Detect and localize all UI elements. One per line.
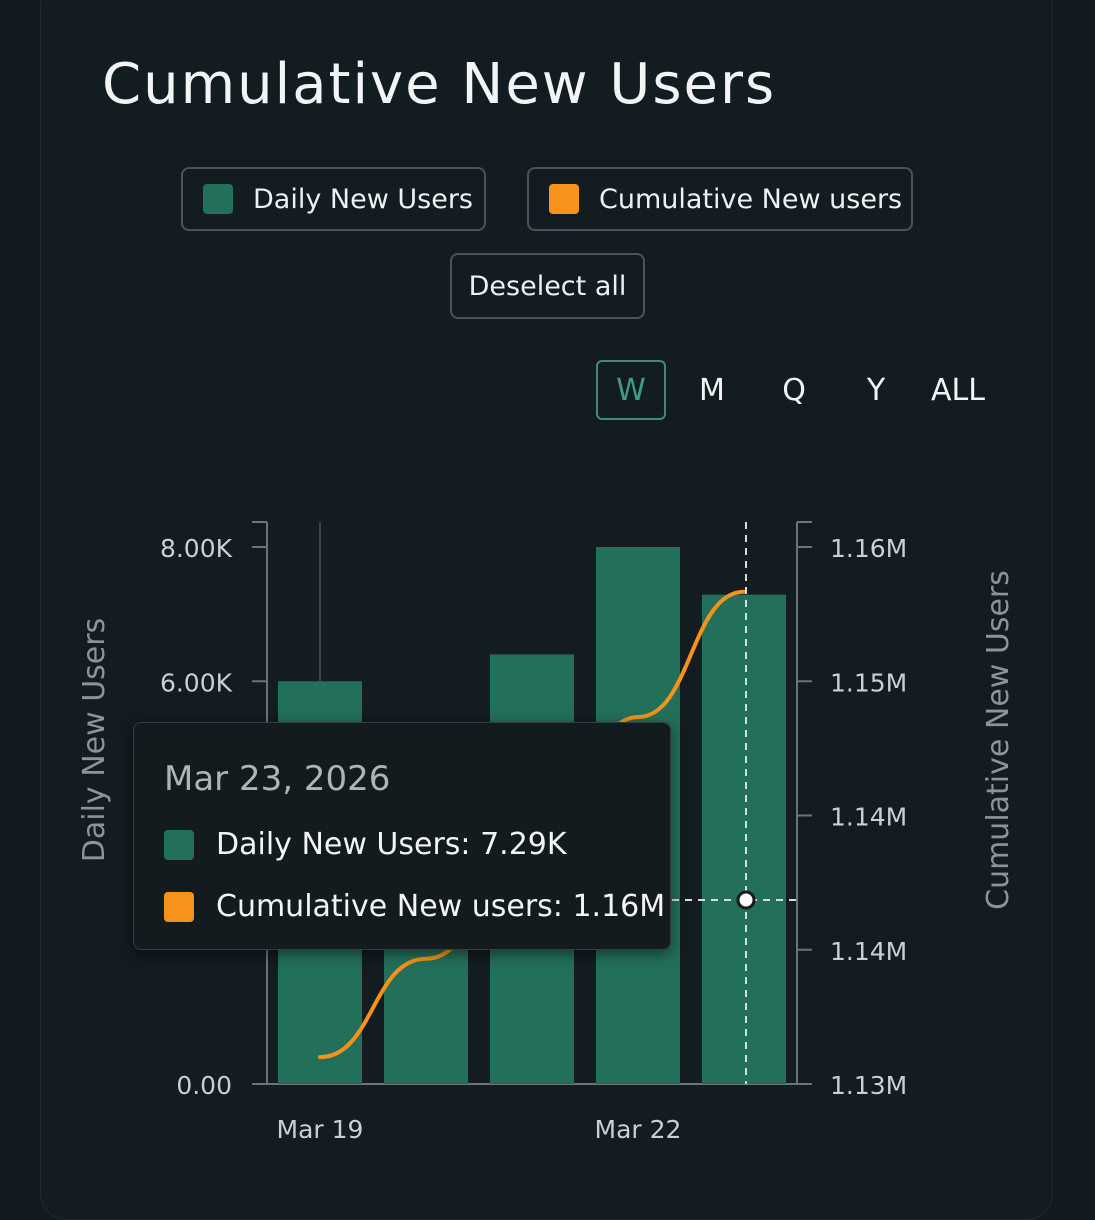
y2-tick-label: 1.15M	[830, 668, 907, 697]
daily-swatch-icon	[203, 184, 233, 214]
range-week-button[interactable]: W	[596, 360, 666, 420]
x-tick-label: Mar 22	[595, 1115, 682, 1144]
tooltip-date: Mar 23, 2026	[164, 759, 391, 799]
legend-toggle-daily[interactable]: Daily New Users	[181, 167, 486, 231]
y2-axis-title: Cumulative New Users	[981, 570, 1016, 910]
range-year-button[interactable]: Y	[866, 372, 886, 408]
range-month-button[interactable]: M	[699, 372, 725, 408]
deselect-all-button[interactable]: Deselect all	[450, 253, 645, 319]
range-quarter-button[interactable]: Q	[782, 372, 806, 408]
y2-tick-label: 1.14M	[830, 803, 907, 832]
tooltip-daily-row: Daily New Users: 7.29K	[164, 827, 567, 862]
tooltip-cumulative-row: Cumulative New users: 1.16M	[164, 889, 665, 924]
x-tick-label: Mar 19	[277, 1115, 364, 1144]
y2-tick-label: 1.14M	[830, 937, 907, 966]
legend-cumulative-label: Cumulative New users	[599, 183, 903, 215]
hover-point	[736, 890, 756, 910]
tooltip-cumulative-text: Cumulative New users: 1.16M	[216, 889, 666, 924]
y2-tick-label: 1.16M	[830, 534, 907, 563]
cumulative-swatch-icon	[549, 184, 579, 214]
y-axis-title: Daily New Users	[77, 618, 112, 862]
legend-toggle-cumulative[interactable]: Cumulative New users	[527, 167, 913, 231]
tooltip-cumulative-swatch-icon	[164, 891, 194, 922]
y-tick-label: 6.00K	[160, 668, 233, 697]
tooltip-daily-text: Daily New Users: 7.29K	[216, 827, 567, 862]
tooltip-daily-swatch-icon	[164, 829, 194, 860]
y-tick-label: 8.00K	[160, 534, 233, 563]
y2-tick-label: 1.13M	[830, 1071, 907, 1100]
bar-daily-mar-23	[702, 594, 786, 1084]
page-title: Cumulative New Users	[102, 52, 777, 117]
y-tick-label: 0.00	[176, 1071, 232, 1100]
hover-tooltip: Mar 23, 2026 Daily New Users: 7.29K Cumu…	[133, 722, 671, 950]
range-all-button[interactable]: ALL	[931, 372, 985, 408]
legend-daily-label: Daily New Users	[253, 183, 473, 215]
